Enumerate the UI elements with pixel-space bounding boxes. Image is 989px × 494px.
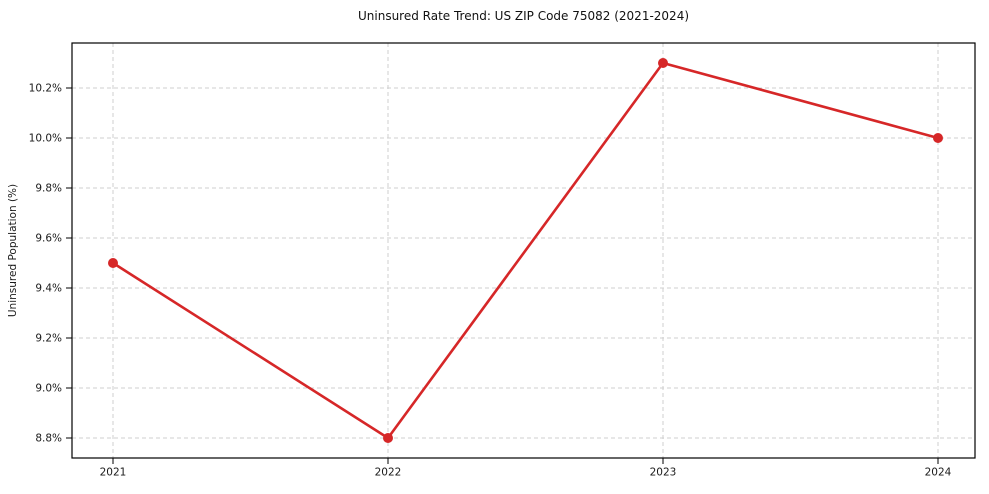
y-tick-label: 9.2% <box>35 333 62 345</box>
y-tick-label: 9.0% <box>35 383 62 395</box>
x-tick-label: 2024 <box>925 467 952 479</box>
data-point <box>933 133 943 143</box>
y-tick-label: 10.0% <box>29 133 62 145</box>
data-point <box>658 58 668 68</box>
y-tick-label: 9.4% <box>35 283 62 295</box>
y-tick-label: 9.6% <box>35 233 62 245</box>
x-tick-label: 2023 <box>650 467 677 479</box>
data-point <box>108 258 118 268</box>
series-layer <box>108 58 943 443</box>
x-tick-label: 2021 <box>100 467 127 479</box>
x-tick-label: 2022 <box>375 467 402 479</box>
y-tick-label: 8.8% <box>35 433 62 445</box>
plot-border <box>71 42 976 459</box>
chart-title: Uninsured Rate Trend: US ZIP Code 75082 … <box>358 9 689 23</box>
y-axis-label: Uninsured Population (%) <box>7 184 19 317</box>
trend-line <box>111 61 940 440</box>
y-tick-label: 9.8% <box>35 183 62 195</box>
gridlines-layer <box>72 43 975 458</box>
ticks-layer: 8.8% 9.0% 9.2% 9.4% 9.6% 9.8% 10.0% 10.2% 2021 20… <box>29 83 952 479</box>
data-point <box>383 433 393 443</box>
y-tick-label: 10.2% <box>29 83 62 95</box>
